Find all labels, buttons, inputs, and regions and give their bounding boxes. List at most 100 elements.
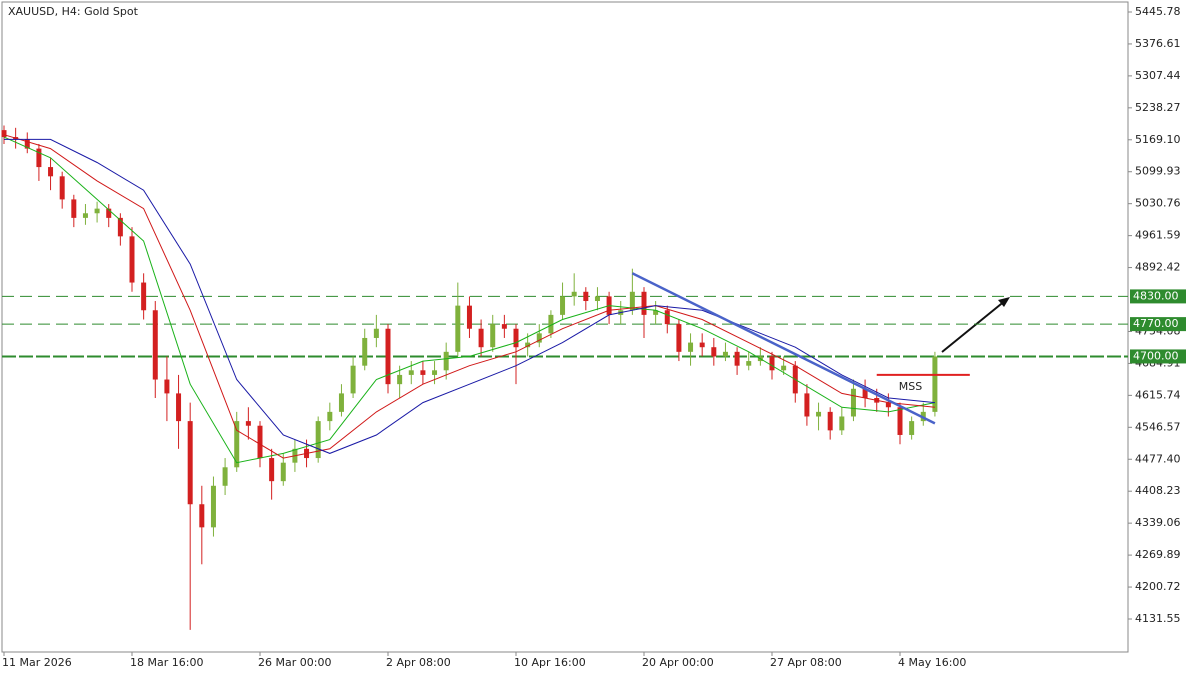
candle-body <box>525 342 531 348</box>
candle-body <box>490 324 496 348</box>
candle-body <box>164 379 170 394</box>
y-tick-label: 4269.89 <box>1135 548 1181 561</box>
candle-body <box>1 130 7 138</box>
candle-body <box>839 416 845 431</box>
y-tick-label: 5445.78 <box>1135 5 1181 18</box>
level-label-box <box>1130 349 1186 364</box>
candle-body <box>781 365 787 371</box>
y-tick-label: 4546.57 <box>1135 420 1181 433</box>
y-tick-label: 4200.72 <box>1135 580 1181 593</box>
candle-body <box>106 208 112 218</box>
moving-average <box>3 136 935 464</box>
y-tick-label: 4961.59 <box>1135 229 1181 242</box>
candle-body <box>24 139 30 149</box>
candle-body <box>746 361 752 366</box>
candle-body <box>59 176 65 200</box>
level-label: 4830.00 <box>1133 289 1179 302</box>
moving-average <box>4 138 935 454</box>
x-tick-label: 4 May 16:00 <box>898 656 966 669</box>
level-label: 4770.00 <box>1133 317 1179 330</box>
y-tick-label: 4339.06 <box>1135 516 1181 529</box>
candle-body <box>94 208 100 214</box>
candle-body <box>71 199 77 218</box>
candle-body <box>583 291 589 302</box>
candle-body <box>513 328 519 348</box>
candle-body <box>862 388 868 399</box>
candle-body <box>932 356 938 412</box>
candle-body <box>141 282 147 311</box>
candle-body <box>769 356 775 371</box>
candle-body <box>327 411 333 422</box>
candle-body <box>234 421 240 468</box>
candle-body <box>501 324 507 329</box>
candle-body <box>129 236 135 283</box>
y-tick-label: 4408.23 <box>1135 484 1181 497</box>
candle-body <box>210 485 216 528</box>
candle-body <box>734 351 740 366</box>
candle-body <box>187 421 193 505</box>
candle-body <box>804 393 810 417</box>
level-label-box <box>1130 289 1186 304</box>
candle-body <box>280 462 286 482</box>
candle-body <box>199 504 205 528</box>
y-tick-label: 5376.61 <box>1135 37 1181 50</box>
y-tick-label: 4892.42 <box>1135 261 1181 274</box>
candle-body <box>257 425 263 459</box>
candle-body <box>548 314 554 334</box>
x-tick-label: 27 Apr 08:00 <box>770 656 842 669</box>
candle-body <box>594 296 600 302</box>
level-label-box <box>1130 317 1186 332</box>
y-tick-label: 4477.40 <box>1135 452 1181 465</box>
x-tick-label: 10 Apr 16:00 <box>514 656 586 669</box>
candle-body <box>222 467 228 486</box>
candle-body <box>688 342 694 352</box>
y-tick-label: 5030.76 <box>1135 197 1181 210</box>
candle-body <box>571 291 577 297</box>
arrow-head <box>998 297 1010 307</box>
candle-body <box>641 291 647 315</box>
candle-body <box>478 328 484 348</box>
trendline <box>631 272 936 425</box>
candle-body <box>816 411 822 417</box>
candle-body <box>82 213 88 218</box>
y-tick-label: 5307.44 <box>1135 69 1181 82</box>
candle-body <box>827 411 833 431</box>
candle-body <box>350 365 356 394</box>
y-tick-label: 4131.55 <box>1135 612 1181 625</box>
mss-label: MSS <box>899 380 922 393</box>
candle-body <box>397 374 403 385</box>
candle-body <box>152 310 158 380</box>
x-tick-label: 18 Mar 16:00 <box>130 656 203 669</box>
candle-body <box>897 407 903 435</box>
candle-body <box>629 291 635 311</box>
candle-body <box>362 337 368 366</box>
chart-title: XAUUSD, H4: Gold Spot <box>8 5 139 18</box>
candle-body <box>455 305 461 352</box>
candle-body <box>338 393 344 412</box>
candle-body <box>245 421 251 426</box>
candle-body <box>385 328 391 385</box>
candle-body <box>176 393 182 422</box>
candle-body <box>36 148 42 168</box>
y-tick-label: 4615.74 <box>1135 388 1181 401</box>
candle-body <box>676 324 682 352</box>
candle-body <box>664 310 670 325</box>
candle-body <box>699 342 705 348</box>
candle-body <box>850 388 856 417</box>
candle-body <box>443 351 449 371</box>
candle-body <box>432 370 438 375</box>
arrow <box>941 299 1007 353</box>
candle-body <box>373 328 379 338</box>
candle-body <box>48 167 54 177</box>
candle-body <box>117 217 123 237</box>
x-tick-label: 20 Apr 00:00 <box>642 656 714 669</box>
candle-body <box>408 370 414 375</box>
x-tick-label: 11 Mar 2026 <box>2 656 72 669</box>
candle-body <box>653 310 659 315</box>
level-label: 4700.00 <box>1133 349 1179 362</box>
candle-body <box>909 421 915 435</box>
candle-body <box>560 296 566 315</box>
plot-frame <box>1 1 1129 653</box>
x-tick-label: 2 Apr 08:00 <box>386 656 451 669</box>
candle-body <box>466 305 472 329</box>
